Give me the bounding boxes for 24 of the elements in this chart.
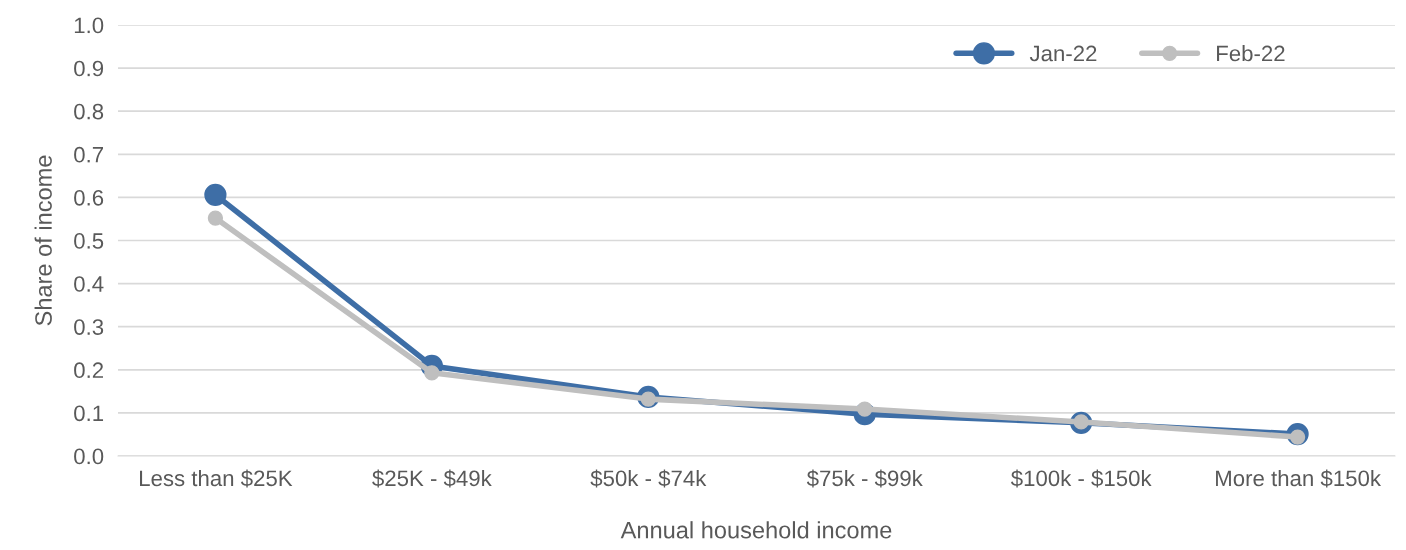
x-tick-label: $75k - $99k xyxy=(806,469,923,488)
y-tick-label: 0.6 xyxy=(74,189,104,206)
y-tick-label: 0.1 xyxy=(74,405,104,422)
x-tick-label: $100k - $150k xyxy=(1010,469,1152,488)
y-tick-label: 1.0 xyxy=(74,17,104,34)
y-tick-label: 0.8 xyxy=(74,103,104,120)
x-tick-label: Less than $25K xyxy=(140,469,293,488)
y-tick-label: 0.4 xyxy=(74,276,104,292)
y-tick-label: 0.0 xyxy=(74,448,104,465)
y-tick-label: 0.5 xyxy=(74,233,104,249)
legend-label: Feb-22 xyxy=(1217,45,1285,62)
x-tick-label: More than $150k xyxy=(1216,469,1382,488)
y-tick-label: 0.9 xyxy=(74,60,104,77)
legend-label: Jan-22 xyxy=(1029,45,1097,62)
point xyxy=(204,183,227,206)
x-axis-title: Annual household income xyxy=(620,521,892,539)
y-axis-title: Share of income xyxy=(34,155,52,326)
point xyxy=(207,210,224,226)
point xyxy=(424,365,440,381)
x-tick-label: $50k - $74k xyxy=(590,469,707,488)
y-tick-label: 0.3 xyxy=(74,319,104,335)
y-tick-label: 0.7 xyxy=(74,146,103,163)
x-tick-label: $25K - $49k xyxy=(372,469,492,488)
y-tick-label: 0.2 xyxy=(74,362,103,379)
